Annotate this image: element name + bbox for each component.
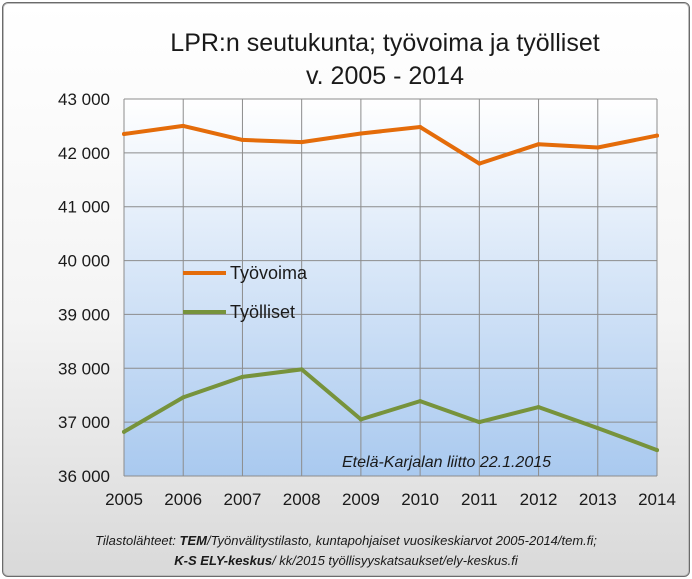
series-1-point-2011 [477,420,482,425]
series-1-point-2009 [358,417,363,422]
source-tem-rest: /Työnvälitystilasto, kuntapohjaiset vuos… [206,533,597,548]
x-tick-label: 2010 [401,490,439,509]
series-0-point-2012 [536,142,541,147]
series-0-point-2007 [240,137,245,142]
x-tick-label: 2008 [283,490,321,509]
series-1-point-2008 [299,367,304,372]
y-tick-label: 39 000 [58,305,110,324]
series-0-point-2011 [477,161,482,166]
series-1-point-2006 [181,395,186,400]
chart-title: LPR:n seutukunta; työvoima ja työlliset [170,29,599,57]
legend-label-tyolliset: Työlliset [230,302,295,322]
x-tick-label: 2012 [520,490,558,509]
source-prefix: Tilastolähteet: [95,533,179,548]
legend-label-tyovoima: Työvoima [230,263,308,283]
x-tick-label: 2007 [224,490,262,509]
y-tick-label: 43 000 [58,90,110,109]
series-line-0 [122,123,659,166]
series-1-point-2007 [240,374,245,379]
source-tem: TEM [180,533,209,548]
y-tick-label: 42 000 [58,144,110,163]
series-1-point-2013 [595,426,600,431]
series-0-point-2009 [358,131,363,136]
series-0-point-2006 [181,123,186,128]
source-line-2: K-S ELY-keskus/ kk/2015 työllisyyskatsau… [174,553,519,568]
series-0-point-2014 [655,133,659,138]
chart-annotation: Etelä-Karjalan liitto 22.1.2015 [342,454,551,471]
y-tick-label: 40 000 [58,252,110,271]
y-tick-label: 38 000 [58,359,110,378]
x-tick-label: 2011 [461,490,498,509]
x-tick-label: 2009 [342,490,380,509]
series-1-point-2005 [122,429,126,434]
series-0-point-2013 [595,145,600,150]
x-tick-label: 2013 [579,490,617,509]
source-ely: K-S ELY-keskus [174,553,272,568]
plot-area [124,99,657,476]
series-1-point-2014 [655,448,659,453]
y-tick-label: 37 000 [58,413,110,432]
series-1-point-2012 [536,405,541,410]
source-line-1: Tilastolähteet: TEM/Työnvälitystilasto, … [95,533,597,548]
series-line-1 [122,367,659,453]
source-ely-rest: / kk/2015 työllisyyskatsaukset/ely-kesku… [271,553,519,568]
series-0-point-2008 [299,140,304,145]
x-tick-label: 2014 [638,490,676,509]
x-tick-label: 2005 [105,490,143,509]
series-0-point-2010 [418,125,423,130]
y-tick-label: 41 000 [58,198,110,217]
x-tick-label: 2006 [164,490,202,509]
chart-subtitle: v. 2005 - 2014 [306,62,464,90]
legend: Työvoima Työlliset [183,263,308,322]
y-tick-label: 36 000 [58,467,110,486]
series-1-point-2010 [418,399,423,404]
series-0-point-2005 [122,132,126,137]
